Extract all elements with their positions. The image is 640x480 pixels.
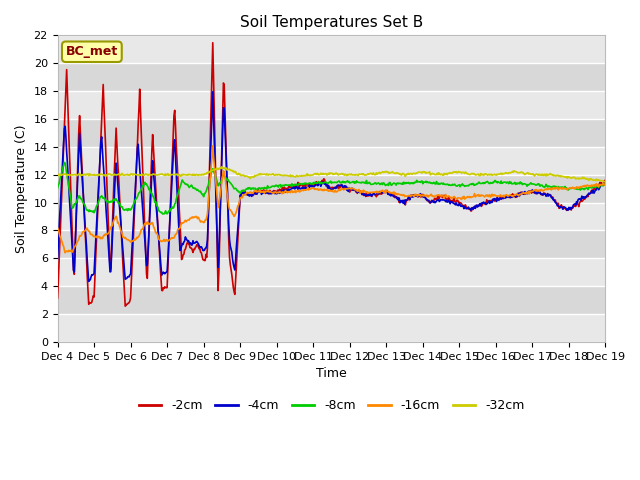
Line: -2cm: -2cm xyxy=(58,43,605,306)
-4cm xyxy=(85,278,93,284)
-2cm xyxy=(175,189,182,194)
-4cm xyxy=(209,89,216,95)
-8cm xyxy=(432,181,440,187)
-16cm xyxy=(432,193,440,199)
-32cm xyxy=(431,172,439,178)
-32cm xyxy=(552,173,560,179)
-32cm xyxy=(377,170,385,176)
-4cm xyxy=(602,180,609,186)
-2cm xyxy=(378,191,385,197)
Y-axis label: Soil Temperature (C): Soil Temperature (C) xyxy=(15,124,28,253)
-4cm xyxy=(378,191,385,196)
-16cm xyxy=(54,225,61,230)
Title: Soil Temperatures Set B: Soil Temperatures Set B xyxy=(240,15,423,30)
-8cm xyxy=(159,211,166,217)
-32cm xyxy=(54,173,61,179)
-8cm xyxy=(54,185,61,191)
-4cm xyxy=(432,199,440,205)
Line: -8cm: -8cm xyxy=(58,162,605,214)
Text: BC_met: BC_met xyxy=(66,45,118,58)
-2cm xyxy=(324,185,332,191)
Bar xyxy=(58,258,605,286)
-32cm xyxy=(198,172,205,178)
-32cm xyxy=(174,173,182,179)
Bar xyxy=(58,230,605,258)
-32cm xyxy=(602,179,609,185)
-16cm xyxy=(553,186,561,192)
X-axis label: Time: Time xyxy=(316,367,347,380)
Bar xyxy=(58,63,605,91)
Bar xyxy=(58,36,605,63)
-32cm xyxy=(218,164,226,169)
-2cm xyxy=(432,196,440,202)
Bar xyxy=(58,119,605,147)
Line: -4cm: -4cm xyxy=(58,92,605,281)
-8cm xyxy=(199,192,207,197)
-2cm xyxy=(198,253,206,259)
-16cm xyxy=(209,143,216,149)
-8cm xyxy=(378,180,385,186)
Bar xyxy=(58,286,605,314)
-16cm xyxy=(61,250,69,256)
-2cm xyxy=(122,303,129,309)
-16cm xyxy=(198,218,206,224)
-2cm xyxy=(209,40,216,46)
-16cm xyxy=(324,189,332,194)
Bar xyxy=(58,91,605,119)
-4cm xyxy=(324,183,332,189)
-4cm xyxy=(198,245,206,251)
Line: -32cm: -32cm xyxy=(58,167,605,182)
Line: -16cm: -16cm xyxy=(58,146,605,253)
-8cm xyxy=(61,159,68,165)
-8cm xyxy=(553,184,561,190)
-16cm xyxy=(378,189,385,194)
-2cm xyxy=(602,181,609,187)
-4cm xyxy=(175,219,182,225)
-4cm xyxy=(54,256,61,262)
-8cm xyxy=(602,181,609,187)
Legend: -2cm, -4cm, -8cm, -16cm, -32cm: -2cm, -4cm, -8cm, -16cm, -32cm xyxy=(134,394,529,417)
-32cm xyxy=(324,171,332,177)
Bar xyxy=(58,203,605,230)
-4cm xyxy=(553,201,561,207)
Bar xyxy=(58,147,605,175)
-8cm xyxy=(175,187,183,192)
-8cm xyxy=(324,180,332,186)
-16cm xyxy=(175,226,182,232)
-2cm xyxy=(553,200,561,206)
-2cm xyxy=(54,295,61,301)
Bar xyxy=(58,175,605,203)
-16cm xyxy=(602,181,609,187)
Bar xyxy=(58,314,605,342)
